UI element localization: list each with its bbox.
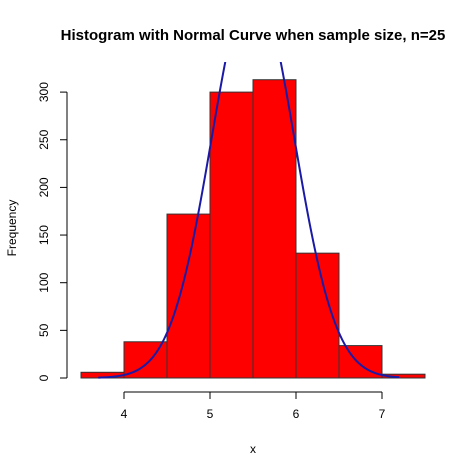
normal-curve-line [98, 62, 400, 379]
x-tick-label-5: 5 [207, 407, 214, 421]
y-tick-label-300: 300 [37, 82, 51, 102]
normal-curve-group [98, 62, 400, 379]
histogram-bar-5 [252, 79, 297, 379]
x-axis-label: x [250, 442, 256, 456]
y-tick-label-100: 100 [37, 272, 51, 292]
chart-title: Histogram with Normal Curve when sample … [61, 27, 446, 44]
bars-group [80, 79, 426, 379]
histogram-bar-4 [209, 91, 254, 379]
x-tick-label-6: 6 [293, 407, 300, 421]
y-tick-label-50: 50 [37, 323, 51, 337]
y-tick-label-200: 200 [37, 177, 51, 197]
x-tick-label-7: 7 [379, 407, 386, 421]
y-tick-label-250: 250 [37, 129, 51, 149]
y-tick-label-0: 0 [37, 374, 51, 381]
histogram-bar-8 [381, 373, 426, 379]
y-tick-label-150: 150 [37, 225, 51, 245]
y-ticks-group: 0 50 100 150 200 250 300 [37, 82, 67, 381]
x-tick-label-4: 4 [121, 407, 128, 421]
histogram-bar-3 [166, 213, 211, 379]
y-axis-label: Frequency [5, 200, 19, 257]
x-ticks-group: 4 5 6 7 [121, 392, 386, 421]
